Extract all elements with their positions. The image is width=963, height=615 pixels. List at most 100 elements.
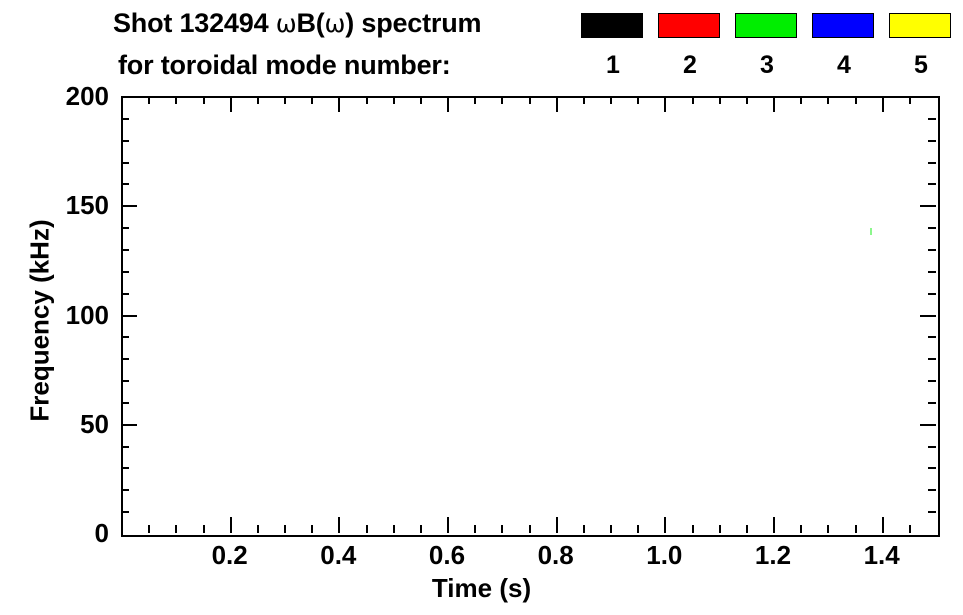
x-minor-tick <box>420 525 422 533</box>
legend-swatch-mode-4 <box>812 13 874 38</box>
legend-label-mode-1: 1 <box>606 51 620 79</box>
y-minor-tick <box>121 489 129 491</box>
x-major-tick <box>338 517 340 533</box>
y-minor-tick-right <box>928 402 936 404</box>
x-minor-tick-top <box>800 96 802 104</box>
x-minor-tick-top <box>719 96 721 104</box>
x-major-tick-top <box>338 96 340 112</box>
x-minor-tick <box>393 525 395 533</box>
y-tick-label-100: 100 <box>65 299 109 330</box>
x-minor-tick <box>719 525 721 533</box>
y-minor-tick-right <box>928 358 936 360</box>
x-minor-tick-top <box>637 96 639 104</box>
x-minor-tick-top <box>393 96 395 104</box>
y-minor-tick <box>121 511 129 513</box>
y-minor-tick <box>121 118 129 120</box>
x-minor-tick-top <box>257 96 259 104</box>
x-major-tick-top <box>664 96 666 112</box>
legend-item-mode-1[interactable]: 1 <box>581 13 645 91</box>
legend-swatch-mode-5 <box>889 13 951 38</box>
x-major-tick <box>773 517 775 533</box>
x-minor-tick <box>610 525 612 533</box>
x-minor-tick <box>909 525 911 533</box>
y-major-tick-right <box>920 424 936 426</box>
x-minor-tick <box>175 525 177 533</box>
plot-frame <box>121 96 940 537</box>
x-minor-tick-top <box>529 96 531 104</box>
omega-symbol-1: ω <box>275 9 297 38</box>
x-minor-tick <box>474 525 476 533</box>
x-minor-tick-top <box>175 96 177 104</box>
x-minor-tick <box>637 525 639 533</box>
x-minor-tick-top <box>909 96 911 104</box>
legend-item-mode-3[interactable]: 3 <box>735 13 799 91</box>
y-minor-tick <box>121 336 129 338</box>
x-minor-tick <box>203 525 205 533</box>
legend-swatch-mode-1 <box>581 13 643 38</box>
y-minor-tick-right <box>928 293 936 295</box>
x-tick-label-1.4: 1.4 <box>863 540 900 570</box>
y-minor-tick-right <box>928 380 936 382</box>
y-major-tick <box>121 315 137 317</box>
x-tick-label-1.2: 1.2 <box>754 540 792 570</box>
x-minor-tick-top <box>610 96 612 104</box>
x-minor-tick-top <box>366 96 368 104</box>
y-tick-label-50: 50 <box>80 408 109 439</box>
x-minor-tick-top <box>284 96 286 104</box>
y-minor-tick-right <box>928 271 936 273</box>
x-major-tick <box>447 517 449 533</box>
legend-label-mode-2: 2 <box>683 51 697 79</box>
omega-symbol-2: ω <box>324 9 346 38</box>
x-minor-tick-top <box>855 96 857 104</box>
y-major-tick <box>121 205 137 207</box>
x-minor-tick <box>827 525 829 533</box>
title-spectrum-text: ) spectrum <box>345 8 482 38</box>
x-minor-tick <box>746 525 748 533</box>
legend-item-mode-2[interactable]: 2 <box>658 13 722 91</box>
x-tick-label-0.6: 0.6 <box>428 540 466 570</box>
legend-label-mode-3: 3 <box>760 51 774 79</box>
x-major-tick <box>556 517 558 533</box>
x-tick-label-0.2: 0.2 <box>211 540 248 570</box>
legend-item-mode-5[interactable]: 5 <box>889 13 953 91</box>
y-minor-tick-right <box>928 118 936 120</box>
y-tick-label-200: 200 <box>65 81 109 111</box>
y-minor-tick <box>121 402 129 404</box>
x-minor-tick <box>366 525 368 533</box>
x-minor-tick <box>257 525 259 533</box>
y-minor-tick-right <box>928 140 936 142</box>
x-minor-tick <box>284 525 286 533</box>
x-major-tick-top <box>447 96 449 112</box>
y-minor-tick <box>121 140 129 142</box>
y-minor-tick-right <box>928 467 936 469</box>
x-minor-tick <box>148 525 150 533</box>
y-major-tick-right <box>920 205 936 207</box>
x-minor-tick-top <box>203 96 205 104</box>
y-tick-label-150: 150 <box>65 190 109 221</box>
x-minor-tick <box>529 525 531 533</box>
x-minor-tick-top <box>148 96 150 104</box>
x-tick-label-0.8: 0.8 <box>537 540 574 570</box>
legend: 1 2 3 4 5 <box>581 13 953 91</box>
x-major-tick <box>230 517 232 533</box>
x-minor-tick-top <box>746 96 748 104</box>
legend-swatch-mode-2 <box>658 13 720 38</box>
y-minor-tick <box>121 380 129 382</box>
title-b-text: B( <box>296 8 325 38</box>
y-minor-tick-right <box>928 446 936 448</box>
x-minor-tick-top <box>501 96 503 104</box>
x-minor-tick <box>692 525 694 533</box>
legend-label-mode-5: 5 <box>914 51 928 79</box>
x-tick-label-1.0: 1.0 <box>646 540 683 570</box>
data-point-mode-3 <box>869 228 872 236</box>
legend-item-mode-4[interactable]: 4 <box>812 13 876 91</box>
x-minor-tick <box>501 525 503 533</box>
y-minor-tick <box>121 162 129 164</box>
y-minor-tick <box>121 227 129 229</box>
y-minor-tick <box>121 467 129 469</box>
x-minor-tick <box>311 525 313 533</box>
x-major-tick-top <box>230 96 232 112</box>
plot-title-line-2: for toroidal mode number: <box>118 50 451 80</box>
legend-swatch-mode-3 <box>735 13 797 38</box>
plot-data-area <box>123 98 938 535</box>
